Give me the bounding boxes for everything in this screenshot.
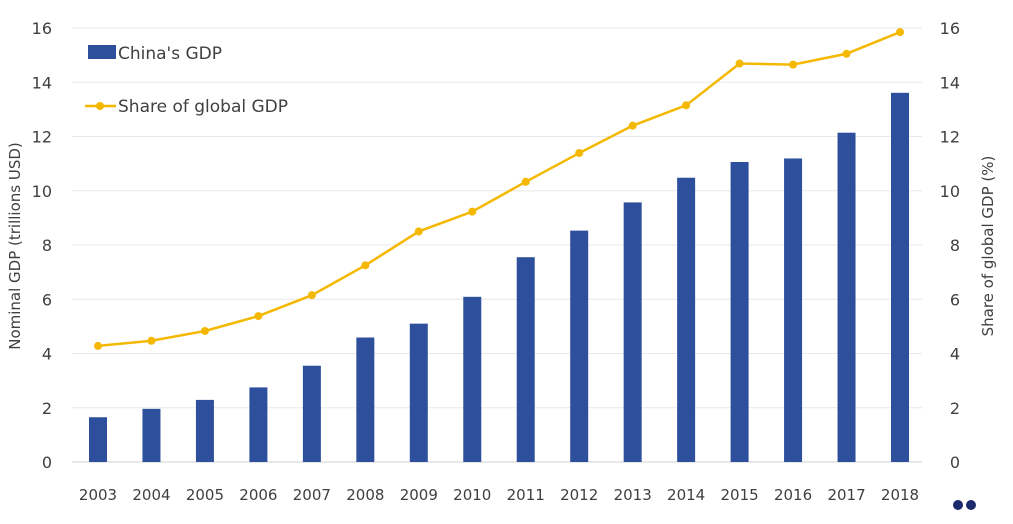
left-y-tick-label: 14 bbox=[32, 73, 52, 92]
x-tick-label: 2005 bbox=[186, 486, 224, 504]
bar bbox=[891, 92, 909, 463]
bar bbox=[409, 323, 428, 462]
x-tick-label: 2013 bbox=[614, 486, 652, 504]
x-tick-label: 2015 bbox=[721, 486, 759, 504]
x-tick-label: 2009 bbox=[400, 486, 438, 504]
bar bbox=[249, 387, 268, 462]
line-point bbox=[842, 49, 851, 58]
corner-artifact bbox=[953, 500, 976, 510]
x-tick-label: 2003 bbox=[79, 486, 117, 504]
x-tick-label: 2008 bbox=[346, 486, 384, 504]
line-point bbox=[521, 177, 530, 186]
x-tick-label: 2011 bbox=[507, 486, 545, 504]
x-tick-label: 2014 bbox=[667, 486, 705, 504]
x-axis-ticks: 2003 2004 2005 2006 2007 2008 2009 2010 2011 2012… bbox=[79, 486, 919, 504]
right-y-tick-label: 0 bbox=[950, 453, 960, 472]
bar bbox=[142, 408, 161, 462]
left-y-tick-label: 10 bbox=[32, 182, 52, 201]
bar bbox=[356, 337, 375, 462]
line-point bbox=[361, 261, 370, 270]
right-y-tick-label: 2 bbox=[950, 399, 960, 418]
right-y-axis-label: Share of global GDP (%) bbox=[979, 156, 997, 337]
right-y-axis-ticks: 0 2 4 6 8 10 12 14 16 bbox=[940, 19, 960, 472]
left-y-tick-label: 12 bbox=[32, 128, 52, 147]
line-point bbox=[200, 326, 209, 335]
x-tick-label: 2004 bbox=[132, 486, 170, 504]
left-y-tick-label: 6 bbox=[42, 290, 52, 309]
line-point bbox=[254, 312, 263, 321]
legend-label-bar: China's GDP bbox=[118, 44, 222, 64]
legend-swatch-bar bbox=[88, 45, 116, 59]
x-tick-label: 2012 bbox=[560, 486, 598, 504]
left-y-tick-label: 2 bbox=[42, 399, 52, 418]
x-tick-label: 2018 bbox=[881, 486, 919, 504]
left-y-tick-label: 8 bbox=[42, 236, 52, 255]
bar bbox=[837, 132, 856, 462]
legend-swatch-marker bbox=[96, 102, 104, 110]
line-point bbox=[307, 291, 316, 300]
right-y-tick-label: 10 bbox=[940, 182, 960, 201]
right-y-tick-label: 4 bbox=[950, 345, 960, 364]
line-point bbox=[414, 227, 423, 236]
x-tick-label: 2016 bbox=[774, 486, 812, 504]
line-point bbox=[789, 60, 798, 69]
bar bbox=[623, 202, 642, 462]
right-y-tick-label: 16 bbox=[940, 19, 960, 38]
bar-series bbox=[89, 92, 909, 463]
right-y-tick-label: 8 bbox=[950, 236, 960, 255]
x-tick-label: 2017 bbox=[827, 486, 865, 504]
bar bbox=[677, 177, 696, 463]
line-point bbox=[682, 101, 691, 110]
left-y-axis-label: Nominal GDP (trillions USD) bbox=[6, 142, 24, 350]
line-path bbox=[97, 30, 901, 348]
left-y-tick-label: 16 bbox=[32, 19, 52, 38]
line-point bbox=[575, 149, 584, 158]
bar bbox=[516, 257, 535, 462]
left-y-axis-ticks: 0 2 4 6 8 10 12 14 16 bbox=[32, 19, 52, 472]
bar bbox=[730, 161, 749, 462]
bar bbox=[570, 230, 589, 462]
left-y-tick-label: 0 bbox=[42, 453, 52, 472]
legend-label-line: Share of global GDP bbox=[118, 97, 288, 117]
line-series bbox=[94, 28, 904, 350]
x-tick-label: 2010 bbox=[453, 486, 491, 504]
right-y-tick-label: 12 bbox=[940, 128, 960, 147]
bar bbox=[784, 158, 803, 462]
bar bbox=[195, 399, 214, 462]
right-y-tick-label: 6 bbox=[950, 290, 960, 309]
line-point bbox=[896, 28, 904, 37]
left-y-tick-label: 4 bbox=[42, 345, 52, 364]
bar bbox=[89, 417, 107, 462]
x-tick-label: 2007 bbox=[293, 486, 331, 504]
line-point bbox=[468, 207, 477, 216]
legend: China's GDP Share of global GDP bbox=[85, 44, 288, 117]
line-point bbox=[147, 336, 156, 345]
line-point bbox=[94, 341, 102, 350]
right-y-tick-label: 14 bbox=[940, 73, 960, 92]
bar bbox=[463, 296, 482, 462]
line-point bbox=[628, 121, 637, 130]
x-tick-label: 2006 bbox=[239, 486, 277, 504]
line-point bbox=[735, 59, 744, 68]
bar bbox=[302, 365, 321, 462]
